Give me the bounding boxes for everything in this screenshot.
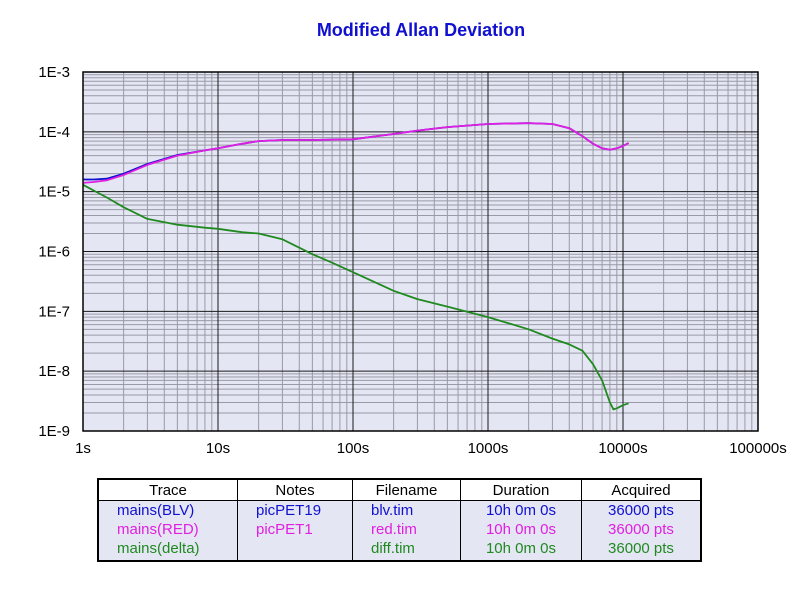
y-tick-label: 1E-3 [38, 64, 70, 81]
trace-cell: mains(BLV) [97, 500, 238, 520]
header-notes: Notes [237, 478, 353, 501]
y-tick-label: 1E-4 [38, 124, 70, 141]
legend-row-red: mains(RED) picPET1 red.tim 10h 0m 0s 360… [97, 520, 702, 539]
x-tick-label: 1s [75, 440, 91, 457]
legend-row-blv: mains(BLV) picPET19 blv.tim 10h 0m 0s 36… [97, 500, 702, 520]
x-tick-label: 10s [206, 440, 230, 457]
series-line-mains-red [82, 122, 630, 184]
notes-cell: picPET1 [237, 520, 353, 539]
filename-cell: diff.tim [352, 539, 461, 561]
tick-labels: 1s 10s 100s 1000s 10000s 100000s 1E-3 1E-4 1E-5 1… [38, 64, 786, 457]
trace-cell: mains(RED) [97, 520, 238, 539]
duration-cell: 10h 0m 0s [460, 500, 582, 520]
y-tick-label: 1E-6 [38, 244, 70, 261]
filename-cell: red.tim [352, 520, 461, 539]
legend-table: Trace Notes Filename Duration Acquired m… [97, 478, 702, 562]
notes-cell: picPET19 [237, 500, 353, 520]
y-tick-label: 1E-7 [38, 303, 70, 320]
acquired-cell: 36000 pts [581, 500, 702, 520]
y-tick-label: 1E-9 [38, 423, 70, 440]
allan-deviation-chart: Modified Allan Deviation 1s 10s 100s 1000s 1… [38, 20, 786, 457]
y-tick-label: 1E-8 [38, 363, 70, 380]
x-tick-label: 100s [337, 440, 370, 457]
series-layer [82, 122, 630, 411]
header-trace: Trace [97, 478, 238, 501]
series-line-mains-delta [82, 184, 629, 411]
x-tick-label: 100000s [729, 440, 787, 457]
x-tick-label: 1000s [468, 440, 509, 457]
x-tick-label: 10000s [598, 440, 647, 457]
trace-cell: mains(delta) [97, 539, 238, 561]
header-acquired: Acquired [581, 478, 702, 501]
notes-cell [237, 539, 353, 561]
acquired-cell: 36000 pts [581, 539, 702, 561]
filename-cell: blv.tim [352, 500, 461, 520]
header-filename: Filename [352, 478, 461, 501]
legend-row-delta: mains(delta) diff.tim 10h 0m 0s 36000 pt… [97, 539, 702, 561]
plot-border [82, 71, 759, 432]
y-tick-label: 1E-5 [38, 184, 70, 201]
duration-cell: 10h 0m 0s [460, 539, 582, 561]
acquired-cell: 36000 pts [581, 520, 702, 539]
chart-title: Modified Allan Deviation [317, 20, 525, 40]
header-duration: Duration [460, 478, 582, 501]
duration-cell: 10h 0m 0s [460, 520, 582, 539]
legend-header-row: Trace Notes Filename Duration Acquired [97, 478, 702, 501]
major-gridlines [83, 72, 758, 431]
